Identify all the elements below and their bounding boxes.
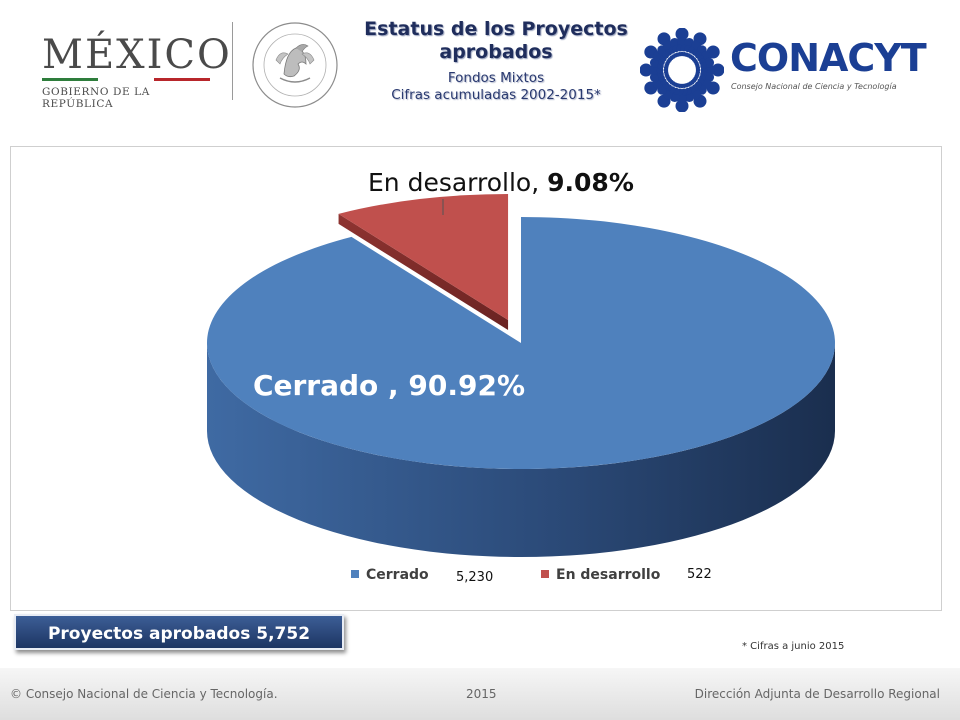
conacyt-dot [711,63,724,77]
conacyt-wordmark: CONACYT [730,36,927,80]
legend-label-0: Cerrado [366,567,429,583]
conacyt-dots-icon [640,28,724,112]
legend-value-1: 522 [687,567,712,582]
footer: © Consejo Nacional de Ciencia y Tecnolog… [0,668,960,720]
national-seal-icon [252,22,338,108]
legend-label-1: En desarrollo [556,567,661,583]
slice-cerrado-side [207,343,835,557]
conacyt-logo: CONACYT Consejo Nacional de Ciencia y Te… [640,28,927,112]
mexico-subtitle: GOBIERNO DE LA REPÚBLICA [42,86,150,110]
logo-separator [232,22,233,100]
slice-en-desarrollo [338,193,509,320]
chart-area: Cerrado , 90.92% En desarrollo, 9.08% Cer… [10,146,942,611]
legend-value-0: 5,230 [456,570,493,585]
page-subtitle: Fondos Mixtos Cifras acumuladas 2002-201… [340,70,652,104]
mexico-government-logo: MÉXICO GOBIERNO DE LA REPÚBLICA [34,28,230,110]
legend-swatch-0 [351,570,359,578]
slice-cerrado [207,217,836,469]
pie-chart: Cerrado , 90.92% En desarrollo, 9.08% Cer… [207,168,836,585]
mexico-wordmark: MÉXICO [42,32,232,78]
conacyt-subtitle: Consejo Nacional de Ciencia y Tecnología [731,82,897,91]
page-subtitle-line2: Cifras acumuladas 2002-2015* [391,87,601,103]
page-subtitle-line1: Fondos Mixtos [447,70,545,86]
footer-copyright: © Consejo Nacional de Ciencia y Tecnolog… [10,687,278,701]
data-label-en-desarrollo-pct: 9.08% [547,168,634,197]
page-title-line1: Estatus de los Proyectos [364,18,628,40]
flag-stripe [42,78,210,81]
footnote: * Cifras a junio 2015 [742,641,845,652]
conacyt-dot [675,99,689,112]
footer-department: Dirección Adjunta de Desarrollo Regional [694,687,940,701]
conacyt-dot [695,65,701,70]
footer-year: 2015 [466,687,497,701]
slice-en-desarrollo-side [338,213,509,330]
page-title-line2: aprobados [439,41,553,63]
data-label-en-desarrollo: En desarrollo, 9.08% [368,168,634,197]
data-label-cerrado: Cerrado , 90.92% [253,369,525,402]
total-projects-badge: Proyectos aprobados 5,752 [14,614,344,650]
header-title-block: Estatus de los Proyectos aprobados Fondo… [340,18,652,104]
legend-swatch-1 [541,570,549,578]
conacyt-dot [640,63,653,77]
conacyt-dot [675,28,689,41]
conacyt-dot [700,62,708,70]
page-title: Estatus de los Proyectos aprobados [340,18,652,64]
